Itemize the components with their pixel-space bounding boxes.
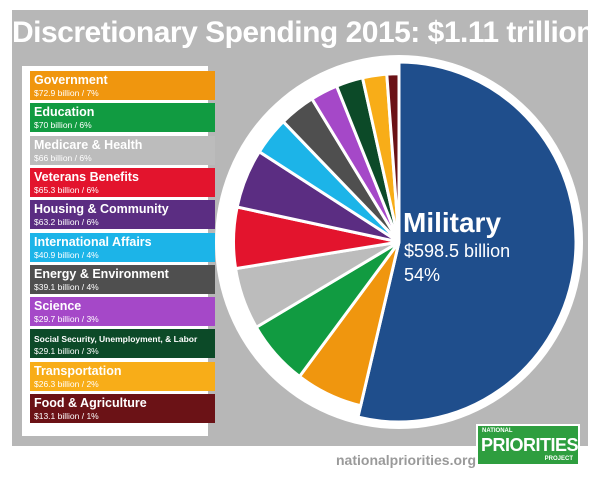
legend-item: Food & Agriculture $13.1 billion / 1% xyxy=(30,394,215,423)
legend-label: Food & Agriculture xyxy=(34,396,147,410)
legend-label: International Affairs xyxy=(34,234,152,249)
pie-chart: Military $598.5 billion 54% xyxy=(215,55,583,429)
legend-label: Science xyxy=(34,299,82,314)
legend-value: $72.9 billion / 7% xyxy=(34,88,99,98)
legend-value: $65.3 billion / 6% xyxy=(34,184,99,195)
legend-item: Government $72.9 billion / 7% xyxy=(30,71,215,100)
pie-labels: Military $598.5 billion 54% xyxy=(403,207,510,285)
legend-label: Transportation xyxy=(34,363,122,378)
legend-label: Veterans Benefits xyxy=(34,169,139,184)
legend-value: $39.1 billion / 4% xyxy=(34,281,99,292)
legend-value: $63.2 billion / 6% xyxy=(34,217,99,228)
legend-item: Housing & Community $63.2 billion / 6% xyxy=(30,200,215,230)
pie-slice xyxy=(356,60,578,424)
legend-value: $29.7 billion / 3% xyxy=(34,314,99,325)
legend-item: Education $70 billion / 6% xyxy=(30,103,215,133)
legend-item: Science $29.7 billion / 3% xyxy=(30,297,215,327)
legend-label: Education xyxy=(34,105,95,120)
legend-value: $40.9 billion / 4% xyxy=(34,249,99,260)
legend-label: Housing & Community xyxy=(34,202,169,217)
legend-label: Government xyxy=(34,73,108,87)
chart-title: Discretionary Spending 2015: $1.11 trill… xyxy=(12,16,595,49)
legend-item: Social Security, Unemployment, & Labor $2… xyxy=(30,329,215,359)
military-label: $598.5 billion xyxy=(404,241,510,261)
legend-item: International Affairs $40.9 billion / 4% xyxy=(30,232,215,262)
legend-value: $26.3 billion / 2% xyxy=(34,378,99,389)
npp-logo-top: NATIONAL xyxy=(482,428,513,434)
legend-value: $66 billion / 6% xyxy=(34,152,92,163)
military-label: Military xyxy=(403,207,501,238)
legend: Government $72.9 billion / 7% Education $70… xyxy=(22,66,215,436)
pie-slice xyxy=(385,72,401,243)
footer-url[interactable]: nationalpriorities.org xyxy=(336,452,477,468)
legend-item: Medicare & Health $66 billion / 6% xyxy=(30,135,215,165)
legend-item: Veterans Benefits $65.3 billion / 6% xyxy=(30,167,215,197)
military-label: 54% xyxy=(404,265,440,285)
legend-label: Social Security, Unemployment, & Labor xyxy=(34,334,198,345)
legend-value: $70 billion / 6% xyxy=(34,120,92,131)
npp-logo-bottom: PROJECT xyxy=(544,456,573,462)
legend-value: $29.1 billion / 3% xyxy=(34,346,99,357)
legend-label: Medicare & Health xyxy=(34,137,143,152)
legend-item: Transportation $26.3 billion / 2% xyxy=(30,361,215,391)
npp-logo: NATIONAL PRIORITIES PROJECT xyxy=(476,424,580,466)
legend-item: Energy & Environment $39.1 billion / 4% xyxy=(30,264,215,294)
legend-value: $13.1 billion / 1% xyxy=(34,411,99,421)
legend-label: Energy & Environment xyxy=(34,266,169,281)
npp-logo-main: PRIORITIES xyxy=(481,435,579,455)
pie-slices xyxy=(232,60,578,424)
